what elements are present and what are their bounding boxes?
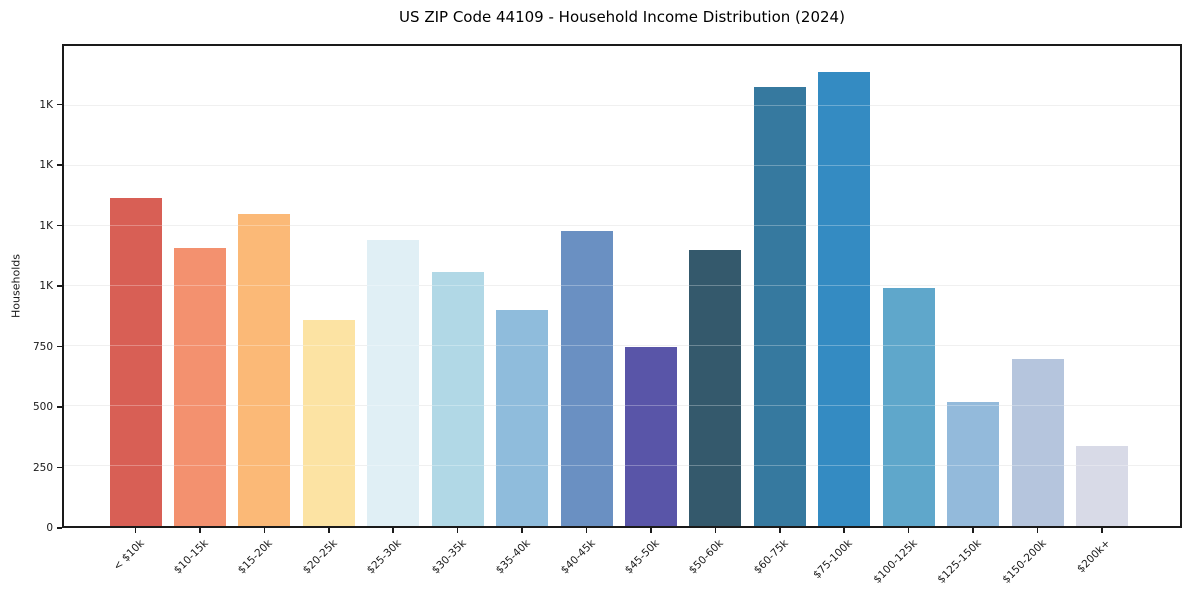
bar: [882, 288, 935, 526]
bar: [173, 247, 226, 526]
x-tick-mark: [1036, 528, 1039, 533]
bar: [1011, 359, 1064, 526]
x-tick-mark: [714, 528, 717, 533]
x-tick-mark: [392, 528, 394, 533]
x-tick-mark: [650, 528, 652, 533]
bar: [1075, 445, 1128, 526]
plot-area: [62, 44, 1182, 528]
gridline-overlay: [64, 345, 1180, 346]
y-tick-label: 1K: [39, 159, 53, 171]
bar: [818, 72, 871, 526]
bar: [238, 214, 291, 526]
x-tick-mark: [134, 528, 137, 533]
gridline-overlay: [64, 405, 1180, 406]
y-tick-mark: [57, 466, 62, 469]
x-tick-mark: [328, 528, 330, 533]
y-tick-label: 1K: [39, 280, 53, 292]
x-tick-label: < $10k: [110, 537, 147, 573]
bar: [947, 402, 1000, 526]
x-tick-mark: [972, 528, 974, 533]
gridline-overlay: [64, 225, 1180, 226]
bar: [560, 230, 613, 526]
y-tick-label: 250: [32, 461, 53, 474]
y-tick-label: 1K: [39, 219, 53, 232]
y-tick-mark: [57, 224, 62, 227]
y-tick-mark: [57, 406, 62, 408]
y-tick-mark: [57, 527, 62, 529]
chart-title: US ZIP Code 44109 - Household Income Dis…: [399, 8, 845, 26]
x-tick-mark: [456, 528, 459, 533]
y-tick-label: 1K: [39, 98, 53, 111]
x-tick-mark: [843, 528, 845, 533]
x-tick-mark: [585, 528, 588, 533]
x-tick-mark: [521, 528, 523, 533]
gridline: [64, 225, 1180, 226]
bar: [109, 198, 162, 526]
x-tick-mark: [1101, 528, 1103, 533]
gridline: [64, 345, 1180, 346]
bar: [431, 271, 484, 526]
x-tick-mark: [907, 528, 910, 533]
bar: [753, 86, 806, 526]
x-tick-mark: [263, 528, 266, 533]
gridline-overlay: [64, 165, 1180, 166]
bar: [689, 250, 742, 526]
gridline: [64, 465, 1180, 466]
bar: [624, 347, 677, 526]
y-tick-mark: [57, 285, 62, 287]
y-tick-mark: [57, 103, 62, 106]
y-tick-label: 500: [32, 401, 53, 413]
bar: [302, 319, 355, 526]
y-tick-mark: [57, 164, 62, 166]
bar: [367, 240, 420, 526]
bar: [496, 310, 549, 526]
x-tick-mark: [779, 528, 781, 533]
gridline-overlay: [64, 465, 1180, 466]
y-tick-mark: [57, 345, 62, 348]
y-tick-label: 750: [32, 340, 53, 353]
gridline: [64, 405, 1180, 406]
gridline: [64, 285, 1180, 286]
x-tick-mark: [199, 528, 201, 533]
gridline: [64, 105, 1180, 106]
gridline: [64, 165, 1180, 166]
gridline-overlay: [64, 105, 1180, 106]
y-tick-label: 0: [46, 522, 53, 534]
gridline-overlay: [64, 285, 1180, 286]
